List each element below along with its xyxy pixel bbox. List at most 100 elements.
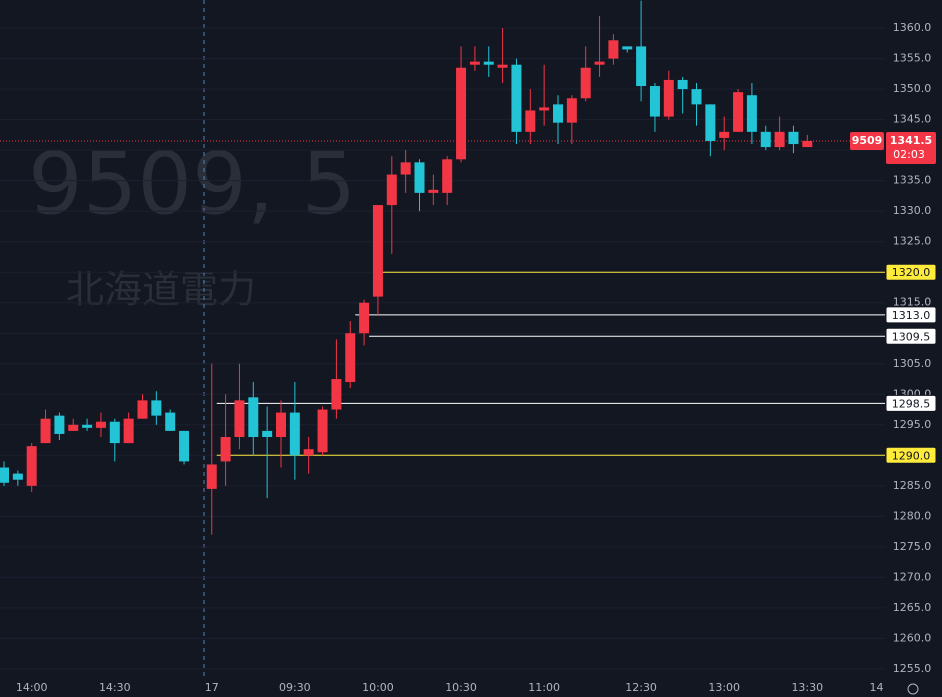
level-label: 1320.0 [892,266,931,279]
candle-body [276,412,286,437]
candle-body [802,140,813,148]
candle-body [262,430,273,437]
y-tick-label: 1275.0 [893,540,932,553]
candle-body [400,162,411,175]
candle-body [386,174,397,206]
level-tag [885,263,937,281]
x-tick-label: 10:30 [445,681,477,694]
candle-body [636,46,647,87]
x-tick-label: 09:30 [279,681,311,694]
candle-body [580,67,591,99]
level-tag [885,394,937,412]
candle-body [331,379,342,410]
y-tick-label: 1280.0 [893,509,932,522]
candle-body [788,131,799,145]
y-tick-label: 1345.0 [893,113,932,126]
level-label: 1290.0 [892,449,931,462]
y-tick-label: 1325.0 [893,235,932,248]
level-tag [885,327,937,345]
x-tick-label: 14:30 [99,681,131,694]
x-tick-label: 17 [205,681,219,694]
level-label: 1309.5 [892,330,931,343]
candle-body [40,418,51,444]
symbol-tag [850,131,884,150]
candle-body [414,162,425,193]
level-label: 1298.5 [892,397,931,410]
candle-body [691,89,702,105]
watermark: 9509, 5 [28,134,356,234]
candle-body [511,64,522,132]
candle-body [0,467,9,483]
y-tick-label: 1330.0 [893,204,932,217]
candle-body [553,104,563,123]
y-tick-label: 1315.0 [893,296,932,309]
y-tick-label: 1350.0 [893,82,932,95]
candle-body [746,95,757,132]
candle-body [719,131,730,138]
candle-body [677,79,688,90]
watermark-name: 北海道電力 [66,268,256,312]
candle-body [622,46,633,50]
candle-body [469,61,480,65]
candle-body [733,92,744,132]
y-tick-label: 1305.0 [893,357,932,370]
y-tick-label: 1255.0 [893,662,932,675]
candle-body [345,333,356,383]
level-tag [885,446,937,464]
x-tick-label: 10:00 [362,681,394,694]
x-tick-label: 13:00 [708,681,740,694]
candle-body [220,436,231,462]
candle-body [248,397,259,437]
candle-body [82,424,93,428]
candle-body [12,473,23,480]
candle-body [525,110,536,132]
candle-body [705,104,716,141]
candle-body [54,415,65,434]
level-tag [885,306,937,324]
y-tick-label: 1285.0 [893,479,932,492]
candle-body [26,446,37,486]
candle-body [289,412,300,456]
candle-body [234,400,245,437]
candle-body [95,421,106,428]
candle-body [539,107,550,111]
candle-body [179,430,190,462]
candle-body [663,79,674,117]
y-tick-label: 1265.0 [893,601,932,614]
candle-body [303,449,314,456]
candle-body [206,464,217,489]
x-tick-label: 13:30 [791,681,823,694]
settings-icon[interactable] [907,683,919,695]
candle-body [151,400,162,416]
candle-body [760,131,771,148]
candle-body [649,86,660,117]
candle-body [68,424,79,431]
countdown: 02:03 [893,148,925,161]
candle-body [165,412,176,431]
x-tick-label: 11:00 [528,681,560,694]
y-tick-label: 1355.0 [893,52,932,65]
candle-body [137,400,148,419]
x-tick-label: 14 [870,681,884,694]
candle-body [483,61,494,65]
candle-body [123,418,134,444]
x-tick-label: 14:00 [16,681,48,694]
candle-body [456,67,467,160]
y-tick-label: 1295.0 [893,418,932,431]
candle-body [442,159,453,193]
candle-body [317,409,328,453]
y-tick-label: 1260.0 [893,631,932,644]
last-price-tag [886,131,936,164]
x-tick-label: 12:30 [625,681,657,694]
y-tick-label: 1270.0 [893,570,932,583]
candle-body [428,189,439,193]
candle-body [372,205,383,297]
y-tick-label: 1335.0 [893,174,932,187]
candle-body [774,131,785,148]
candle-body [109,421,120,444]
candle-body [608,40,619,59]
level-label: 1313.0 [892,309,931,322]
